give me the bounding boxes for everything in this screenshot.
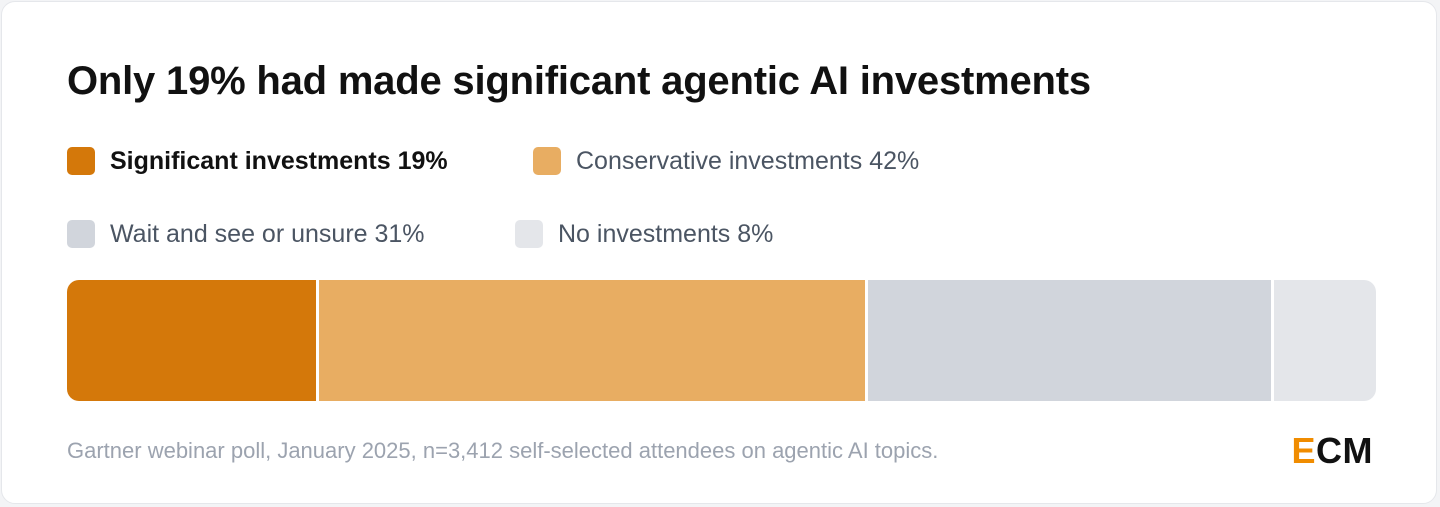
legend-item-wait: Wait and see or unsure 31% bbox=[67, 219, 425, 249]
chart-title: Only 19% had made significant agentic AI… bbox=[67, 59, 1091, 103]
legend-label-wait: Wait and see or unsure 31% bbox=[110, 219, 425, 248]
legend-label-significant: Significant investments 19% bbox=[110, 146, 448, 175]
bar-segment-significant bbox=[67, 280, 316, 401]
bar-segment-wait bbox=[865, 280, 1272, 401]
legend-swatch-conservative bbox=[533, 147, 561, 175]
bar-segment-none bbox=[1271, 280, 1376, 401]
legend-label-none: No investments 8% bbox=[558, 219, 774, 248]
logo-accent-letter: E bbox=[1291, 430, 1316, 471]
footnote: Gartner webinar poll, January 2025, n=3,… bbox=[67, 438, 939, 463]
legend-item-significant: Significant investments 19% bbox=[67, 146, 448, 176]
bar-segment-conservative bbox=[315, 280, 866, 401]
legend-swatch-none bbox=[515, 220, 543, 248]
logo-rest: CM bbox=[1316, 430, 1373, 471]
legend-item-conservative: Conservative investments 42% bbox=[533, 146, 919, 176]
ecm-logo: ECM bbox=[1291, 430, 1373, 472]
stacked-bar bbox=[67, 280, 1376, 401]
legend-label-conservative: Conservative investments 42% bbox=[576, 146, 920, 175]
legend-swatch-wait bbox=[67, 220, 95, 248]
legend-item-none: No investments 8% bbox=[515, 219, 773, 249]
legend-swatch-significant bbox=[67, 147, 95, 175]
